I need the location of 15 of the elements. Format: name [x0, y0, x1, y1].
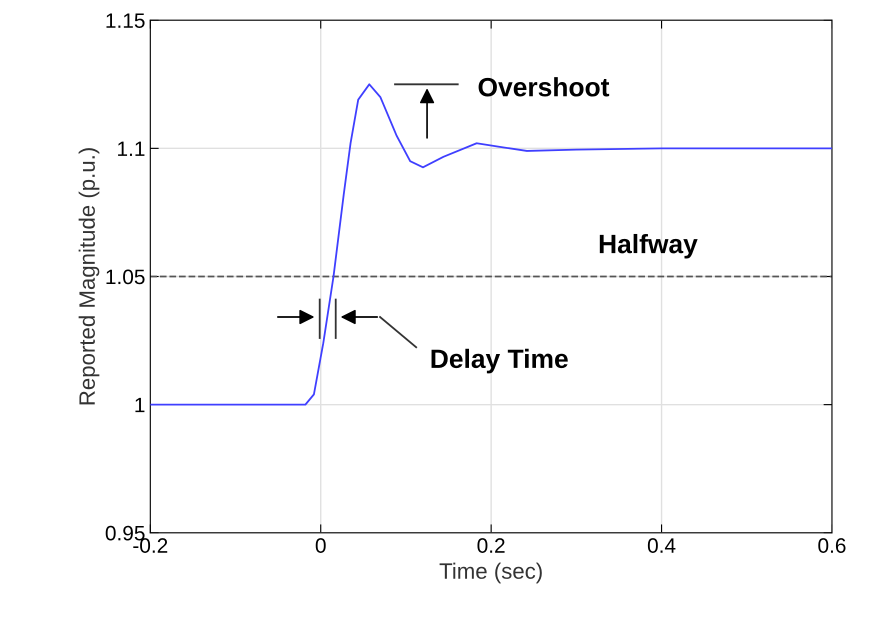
- ref-line-label: Halfway: [600, 234, 698, 259]
- y-axis-title: Reported Magnitude (p.u.): [78, 148, 100, 404]
- x-tick-label: 0.4: [648, 538, 676, 553]
- y-tick-label: 1: [135, 398, 144, 412]
- annotation: Delay Time: [432, 348, 568, 374]
- x-tick-label: 0.2: [477, 538, 505, 553]
- x-axis-title: Time (sec): [440, 562, 542, 584]
- x-tick-label: 0.6: [818, 538, 846, 553]
- annotation: Overshoot: [478, 77, 610, 96]
- x-tick-label: -0.2: [133, 538, 168, 553]
- x-tick-label: 0: [316, 538, 326, 553]
- y-tick-label: 1.1: [118, 142, 144, 156]
- y-tick-label: 1.15: [106, 13, 145, 28]
- y-tick-label: 0.95: [106, 526, 145, 541]
- y-tick-label: 1.05: [106, 270, 145, 284]
